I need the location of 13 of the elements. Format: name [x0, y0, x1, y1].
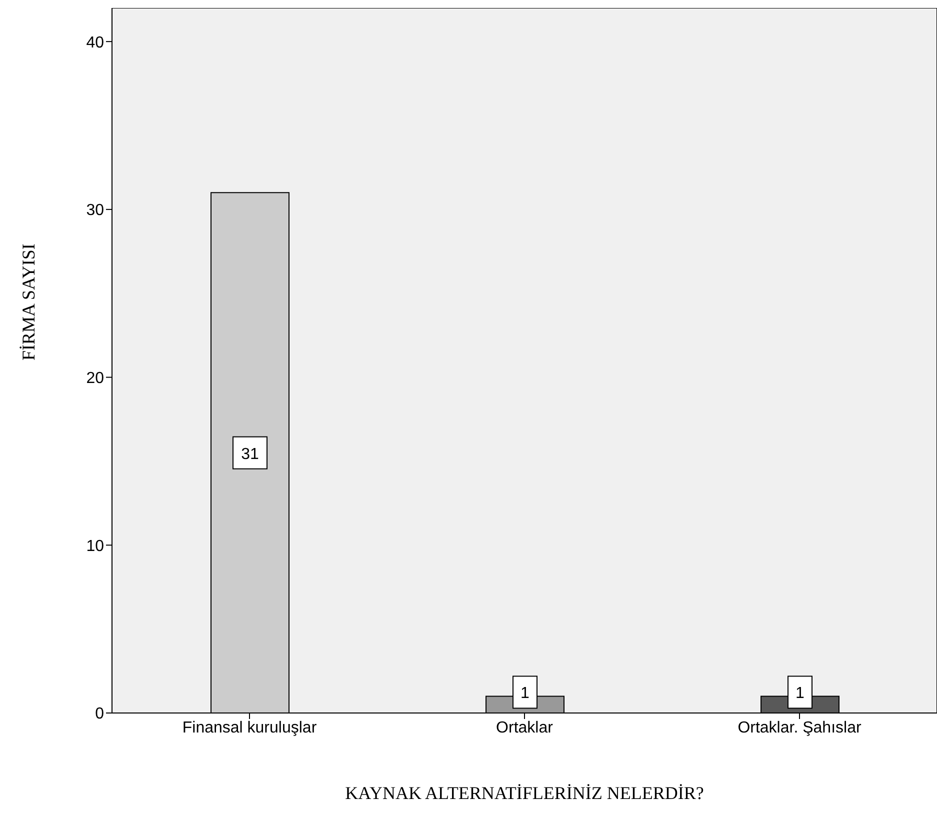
x-tick-label: Ortaklar: [496, 719, 554, 736]
y-tick-label: 20: [86, 370, 104, 387]
x-tick-label: Finansal kuruluşlar: [182, 719, 318, 736]
y-tick-label: 10: [86, 538, 104, 555]
x-tick-label: Ortaklar. Şahıslar: [738, 719, 862, 736]
data-label: 1: [520, 685, 530, 702]
data-label: 1: [796, 685, 805, 702]
data-label: 31: [241, 446, 259, 463]
y-axis-title: FİRMA SAYISI: [18, 244, 38, 360]
y-tick-label: 40: [86, 34, 104, 52]
y-tick-label: 30: [86, 202, 104, 220]
y-tick-label: 0: [95, 706, 104, 723]
x-axis-title: KAYNAK ALTERNATİFLERİNİZ NELERDİR?: [345, 783, 704, 803]
